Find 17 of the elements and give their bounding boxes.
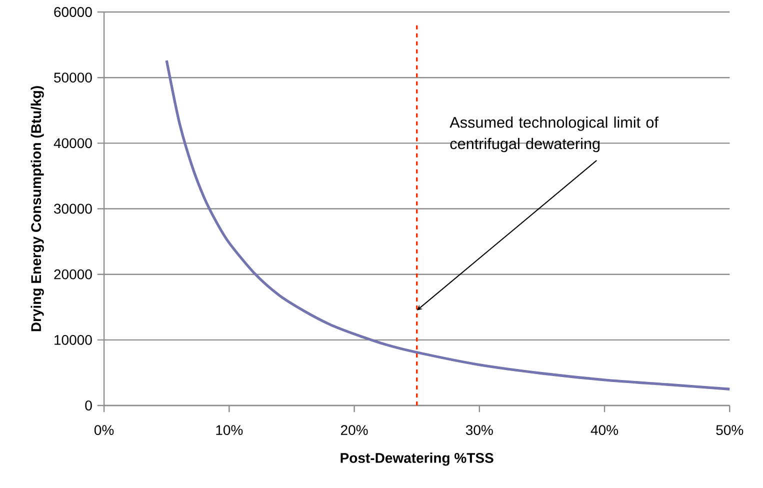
- y-axis-title: Drying Energy Consumption (Btu/kg): [30, 86, 44, 332]
- x-tick-label: 30%: [466, 425, 493, 435]
- x-tick-label: 50%: [716, 425, 744, 435]
- x-tick-label: 0%: [94, 425, 114, 435]
- y-tick-label: 0: [85, 400, 92, 410]
- y-tick-label: 60000: [54, 6, 92, 17]
- y-tick-label: 30000: [54, 204, 92, 214]
- y-tick-label: 20000: [54, 269, 92, 280]
- x-tick-label: 10%: [216, 425, 243, 435]
- x-tick-label: 20%: [340, 425, 368, 435]
- y-tick-label: 10000: [54, 334, 92, 345]
- line-series: [165, 59, 731, 390]
- x-axis-title: Post-Dewatering %TSS: [340, 452, 494, 466]
- annotation: Assumed technological limit of centrifugal dewatering: [450, 116, 659, 152]
- y-tick-label: 40000: [54, 138, 92, 148]
- x-tick-label: 40%: [590, 425, 618, 435]
- y-tick-label: 50000: [54, 72, 92, 82]
